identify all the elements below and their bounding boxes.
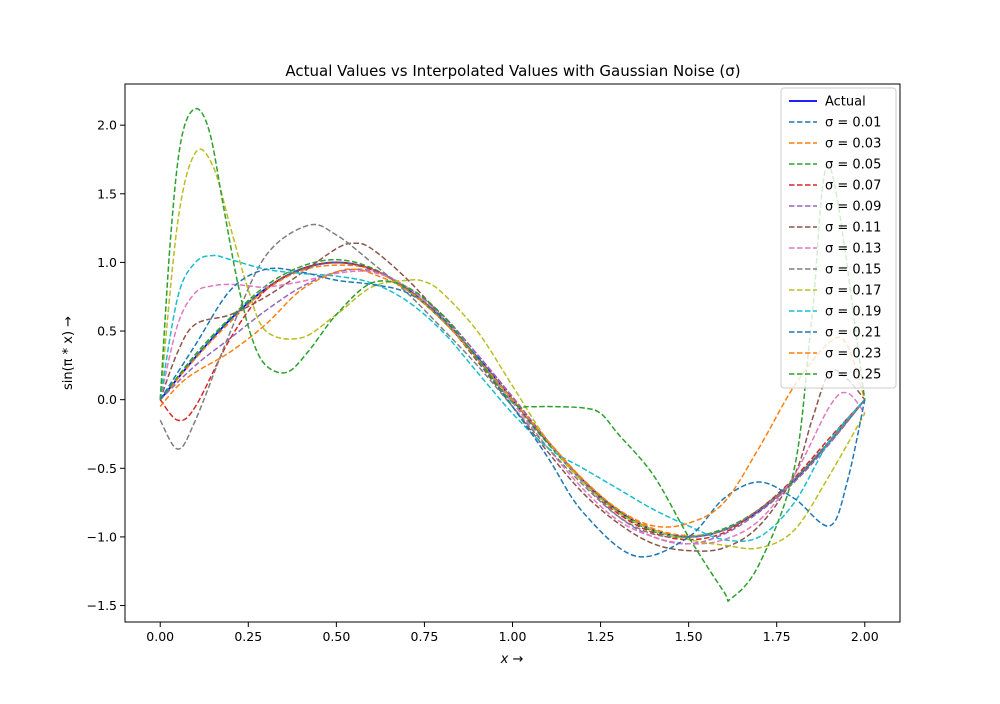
legend-label: σ = 0.19: [825, 305, 881, 320]
series-line-9: [159, 148, 866, 550]
series-line-6: [159, 242, 866, 552]
y-axis-label: sin(π * x) →: [61, 316, 76, 390]
y-tick-label: −0.5: [87, 461, 117, 476]
x-tick-label: 0.75: [411, 629, 439, 644]
plot-area: [124, 83, 901, 623]
y-tick-label: 0.0: [97, 392, 117, 407]
legend-label: σ = 0.23: [825, 347, 881, 362]
y-tick-label: 1.0: [97, 255, 117, 270]
legend: Actual σ = 0.01 σ = 0.03 σ = 0.05 σ = 0.07 σ …: [780, 87, 897, 389]
legend-label: σ = 0.07: [825, 179, 881, 194]
x-axis: 0.00 0.25 0.50 0.75 1.00 1.25 1.50 1.75 2.00: [146, 622, 879, 644]
legend-label: σ = 0.01: [825, 116, 881, 131]
x-tick-label: 1.25: [587, 629, 615, 644]
legend-label: Actual: [825, 95, 866, 110]
x-tick-label: 1.00: [499, 629, 527, 644]
legend-label: σ = 0.21: [825, 326, 881, 341]
legend-label: σ = 0.17: [825, 284, 881, 299]
x-tick-label: 1.50: [675, 629, 703, 644]
series-line-11: [159, 267, 866, 558]
series-line-10: [159, 254, 866, 543]
legend-label: σ = 0.15: [825, 263, 881, 278]
x-tick-label: 2.00: [851, 629, 879, 644]
legend-label: σ = 0.05: [825, 158, 881, 173]
y-tick-label: 0.5: [97, 324, 117, 339]
y-tick-label: 2.0: [97, 118, 117, 133]
legend-label: σ = 0.09: [825, 200, 881, 215]
x-tick-label: 0.25: [234, 629, 262, 644]
y-axis: −1.5 −1.0 −0.5 0.0 0.5 1.0 1.5 2.0: [87, 118, 125, 613]
x-tick-label: 1.75: [763, 629, 791, 644]
x-tick-label: 0.00: [146, 629, 174, 644]
x-axis-label: x →: [500, 652, 524, 667]
series-line-13: [159, 107, 866, 602]
y-tick-label: −1.0: [87, 529, 117, 544]
y-tick-label: −1.5: [87, 598, 117, 613]
series-line-8: [159, 223, 866, 538]
legend-box: [780, 87, 897, 389]
series-line-4: [159, 261, 866, 541]
chart-title: Actual Values vs Interpolated Values wit…: [285, 62, 740, 80]
series-layer: [159, 107, 866, 602]
series-line-12: [159, 268, 866, 528]
legend-label: σ = 0.13: [825, 242, 881, 257]
legend-label: σ = 0.03: [825, 137, 881, 152]
legend-label: σ = 0.25: [825, 368, 881, 383]
y-tick-label: 1.5: [97, 186, 117, 201]
legend-label: σ = 0.11: [825, 221, 881, 236]
x-tick-label: 0.50: [322, 629, 350, 644]
